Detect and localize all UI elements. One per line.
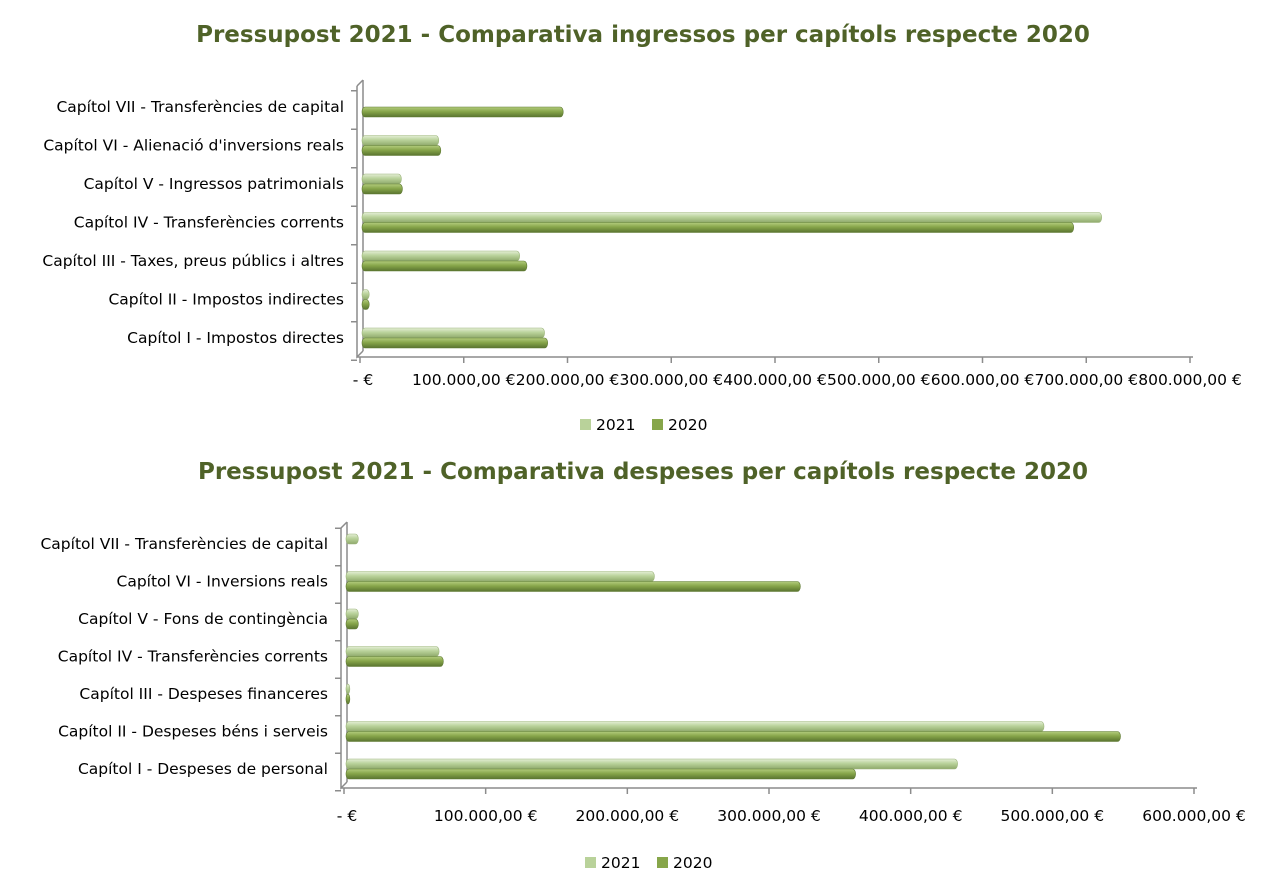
bar-2020 <box>361 145 442 156</box>
x-tick-label: 300.000,00 € <box>717 807 821 825</box>
bar-2021 <box>361 250 520 262</box>
bar-2020 <box>361 299 370 310</box>
category-label: Capítol III - Taxes, preus públics i alt… <box>42 252 344 270</box>
x-tick-label: - € <box>353 371 373 389</box>
chart-title: Pressupost 2021 - Comparativa ingressos … <box>196 22 1090 48</box>
bar-2021 <box>345 683 351 695</box>
bar-2020 <box>345 618 359 630</box>
legend-label: 2021 <box>601 854 640 872</box>
bar-2020 <box>361 106 564 118</box>
bar-2020 <box>361 222 1074 233</box>
legend-swatch-2021 <box>585 857 596 868</box>
x-tick-label: 500.000,00 € <box>1001 807 1105 825</box>
x-tick-label: 100.000,00 € <box>412 371 516 389</box>
legend-label: 2020 <box>673 854 712 872</box>
x-tick-label: 400.000,00 € <box>859 807 963 825</box>
y-axis-top <box>340 521 348 529</box>
bar-2020 <box>361 260 528 272</box>
x-tick-label: 200.000,00 € <box>516 371 620 389</box>
chart-2: Pressupost 2021 - Comparativa despeses p… <box>40 459 1245 872</box>
bar-2020 <box>345 581 801 592</box>
bar-2021 <box>361 135 440 146</box>
legend-label: 2020 <box>668 416 707 434</box>
chart-1: Pressupost 2021 - Comparativa ingressos … <box>42 22 1241 434</box>
bar-2021 <box>345 533 359 545</box>
category-label: Capítol II - Despeses béns i serveis <box>58 723 328 741</box>
bar-2020 <box>345 731 1121 742</box>
category-label: Capítol I - Impostos directes <box>127 329 344 347</box>
x-tick-label: - € <box>337 807 357 825</box>
x-tick-label: 500.000,00 € <box>827 371 931 389</box>
bar-2021 <box>345 758 958 770</box>
category-label: Capítol II - Impostos indirectes <box>108 291 344 309</box>
x-tick-label: 300.000,00 € <box>619 371 723 389</box>
bar-2021 <box>345 721 1045 732</box>
category-label: Capítol VII - Transferències de capital <box>56 98 344 116</box>
chart-title: Pressupost 2021 - Comparativa despeses p… <box>198 459 1088 485</box>
category-label: Capítol III - Despeses financeres <box>79 685 328 703</box>
bar-2021 <box>361 327 545 339</box>
x-tick-label: 700.000,00 € <box>1034 371 1138 389</box>
x-tick-label: 100.000,00 € <box>434 807 538 825</box>
x-tick-label: 600.000,00 € <box>1142 807 1246 825</box>
bar-2020 <box>345 768 856 780</box>
bar-2021 <box>361 212 1103 223</box>
category-label: Capítol VI - Inversions reals <box>117 573 329 591</box>
x-tick-label: 200.000,00 € <box>576 807 680 825</box>
category-label: Capítol VII - Transferències de capital <box>40 535 328 553</box>
legend-swatch-2021 <box>580 419 591 430</box>
bar-2021 <box>345 646 440 657</box>
legend-swatch-2020 <box>652 419 663 430</box>
bar-2020 <box>345 693 351 705</box>
category-label: Capítol V - Ingressos patrimonials <box>84 175 344 193</box>
y-axis-top <box>356 79 364 87</box>
category-label: Capítol IV - Transferències corrents <box>74 214 344 232</box>
x-tick-label: 600.000,00 € <box>931 371 1035 389</box>
category-label: Capítol V - Fons de contingència <box>78 610 328 628</box>
bar-2020 <box>361 183 403 195</box>
x-tick-label: 800.000,00 € <box>1138 371 1242 389</box>
category-label: Capítol IV - Transferències corrents <box>58 648 328 666</box>
bar-2021 <box>361 289 370 300</box>
bar-2021 <box>345 608 359 620</box>
legend-label: 2021 <box>596 416 635 434</box>
legend-swatch-2020 <box>657 857 668 868</box>
y-axis-line <box>340 528 348 790</box>
category-label: Capítol I - Despeses de personal <box>78 760 328 778</box>
bar-2020 <box>361 337 548 349</box>
bar-2021 <box>361 173 402 185</box>
bar-2021 <box>345 571 655 582</box>
x-tick-label: 400.000,00 € <box>723 371 827 389</box>
y-axis-line <box>356 86 364 359</box>
category-label: Capítol VI - Alienació d'inversions real… <box>43 137 344 155</box>
bar-2020 <box>345 656 444 667</box>
